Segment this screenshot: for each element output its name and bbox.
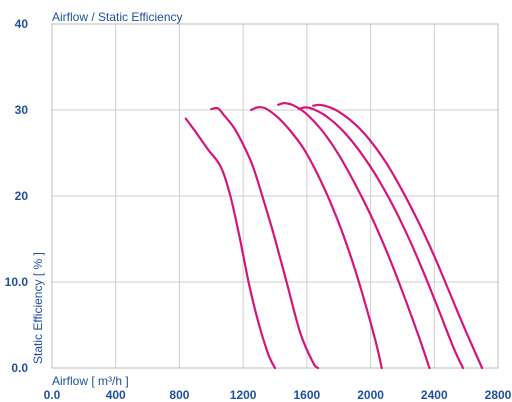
chart-title: Airflow / Static Efficiency [52,10,183,24]
y-tick-label: 40 [15,17,29,31]
efficiency-curve [184,117,277,370]
y-axis-label: Static Efficiency [ % ] [31,252,45,364]
y-tick-label: 0.0 [11,361,28,375]
efficiency-curve [210,106,320,370]
x-tick-label: 1200 [230,388,257,402]
x-axis-label: Airflow [ m³/h ] [52,374,129,388]
x-tick-label: 1600 [294,388,321,402]
efficiency-curve [297,106,465,370]
x-tick-label: 2000 [357,388,384,402]
curves [184,102,484,370]
x-tick-label: 400 [106,388,126,402]
y-tick-label: 20 [15,189,29,203]
y-tick-label: 30 [15,103,29,117]
efficiency-curve [312,103,484,370]
efficiency-curve [277,102,431,370]
tick-labels: 0.0 400 800 1200 1600 2000 2400 2800 0.0 10.0 20 30… [5,17,512,402]
x-tick-label: 0.0 [44,388,61,402]
y-tick-label: 10.0 [5,275,29,289]
efficiency-curve [250,106,383,370]
x-tick-label: 800 [169,388,189,402]
grid [51,23,499,369]
x-tick-label: 2800 [485,388,512,402]
x-tick-label: 2400 [421,388,448,402]
